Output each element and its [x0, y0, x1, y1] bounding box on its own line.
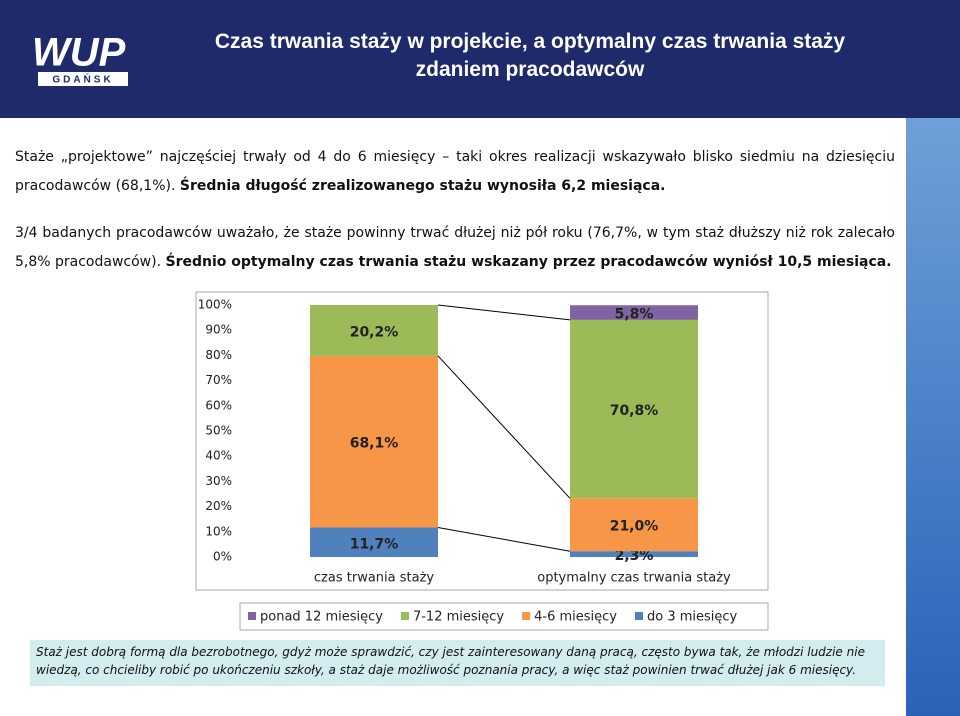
- text-run: 3/4 badanych pracodawców uważało, że sta…: [15, 225, 895, 270]
- y-tick-label: 80%: [205, 348, 232, 362]
- title-line: Czas trwania staży w projekcie, a optyma…: [214, 30, 846, 53]
- title-line: zdaniem pracodawców: [415, 58, 645, 81]
- value-label: 68,1%: [350, 436, 399, 452]
- bar-segment: [570, 319, 698, 499]
- value-label: 21,0%: [610, 519, 659, 535]
- y-tick-label: 20%: [205, 499, 232, 513]
- legend-swatch: [522, 612, 531, 620]
- text-run: Średnia długość zrealizowanego stażu wyn…: [179, 178, 666, 194]
- plot-frame: [195, 291, 769, 591]
- side-strip: [906, 118, 960, 716]
- logo-box: [38, 72, 128, 86]
- bar-segment: [310, 305, 438, 356]
- series-line: [437, 527, 571, 552]
- legend-swatch: [248, 612, 256, 620]
- y-tick-label: 40%: [205, 449, 232, 463]
- text-run: Staże „projektowe” najczęściej trwały od…: [15, 149, 895, 194]
- x-tick-label: czas trwania staży: [314, 571, 434, 586]
- series-line: [437, 304, 571, 321]
- value-label: 11,7%: [350, 536, 399, 552]
- bar-segment: [570, 498, 698, 552]
- legend-label: 4-6 miesięcy: [534, 610, 617, 625]
- series-line: [437, 355, 571, 499]
- y-tick-label: 70%: [205, 373, 232, 387]
- y-tick-label: 60%: [205, 398, 232, 412]
- y-tick-label: 10%: [205, 524, 232, 538]
- y-tick-label: 100%: [198, 298, 232, 312]
- text-run: Średnio optymalny czas trwania stażu wsk…: [165, 254, 892, 270]
- legend-label: 7-12 miesięcy: [413, 610, 504, 625]
- y-tick-label: 50%: [205, 424, 232, 438]
- legend-label: do 3 miesięcy: [647, 610, 738, 625]
- title: Czas trwania staży w projekcie, a optyma…: [200, 28, 860, 84]
- value-label: 2,3%: [615, 548, 654, 564]
- bar-segment: [570, 551, 698, 557]
- y-tick-label: 30%: [205, 474, 232, 488]
- value-label: 70,8%: [610, 403, 659, 419]
- y-tick-label: 90%: [205, 323, 232, 337]
- legend-label: ponad 12 miesięcy: [260, 610, 383, 625]
- paragraph: Staże „projektowe” najczęściej trwały od…: [15, 143, 895, 201]
- logo-text: WUP: [32, 31, 126, 75]
- legend-frame: [239, 602, 769, 631]
- value-label: 20,2%: [350, 324, 399, 340]
- y-tick-label: 0%: [213, 550, 232, 564]
- paragraph: 3/4 badanych pracodawców uważało, że sta…: [15, 219, 895, 277]
- bar-segment: [310, 355, 438, 528]
- header-band: [0, 0, 960, 118]
- legend-swatch: [634, 612, 643, 620]
- x-tick-label: optymalny czas trwania staży: [537, 571, 731, 586]
- bar-segment: [310, 527, 438, 557]
- bar-segment: [570, 305, 698, 320]
- logo-subtext: GDAŃSK: [52, 73, 113, 86]
- value-label: 5,8%: [615, 307, 654, 323]
- note: Staż jest dobrą formą dla bezrobotnego, …: [30, 640, 885, 686]
- legend-swatch: [400, 612, 409, 620]
